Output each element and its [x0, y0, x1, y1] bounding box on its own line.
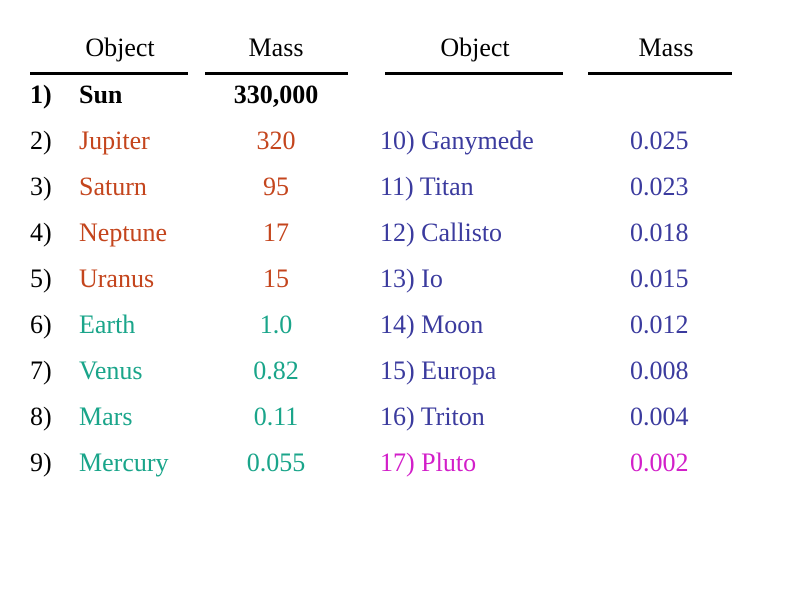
mass: 0.004 — [630, 402, 689, 431]
object-name: Sun — [79, 80, 123, 109]
object-name: 11) Titan — [380, 172, 474, 201]
rank: 1) — [30, 80, 52, 109]
header-rule — [588, 72, 732, 75]
rank: 3) — [30, 172, 52, 201]
column-header: Mass — [248, 33, 304, 62]
mass: 0.008 — [630, 356, 689, 385]
object-name: 15) Europa — [380, 356, 497, 385]
mass: 17 — [263, 218, 289, 247]
rank: 4) — [30, 218, 52, 247]
object-name: 16) Triton — [380, 402, 485, 431]
header-rule — [205, 72, 348, 75]
object-name: Venus — [79, 356, 143, 385]
mass: 15 — [263, 264, 289, 293]
header-rule — [385, 72, 563, 75]
mass: 0.002 — [630, 448, 689, 477]
object-name: 13) Io — [380, 264, 443, 293]
column-header: Mass — [638, 33, 694, 62]
mass: 0.015 — [630, 264, 689, 293]
object-name: 12) Callisto — [380, 218, 503, 247]
rank: 8) — [30, 402, 52, 431]
rank: 9) — [30, 448, 52, 477]
object-name: 10) Ganymede — [380, 126, 534, 155]
mass: 95 — [263, 172, 289, 201]
object-name: Earth — [79, 310, 136, 339]
object-name: Mars — [79, 402, 133, 431]
header-rule — [30, 72, 188, 75]
rank: 7) — [30, 356, 52, 385]
object-name: Mercury — [79, 448, 169, 477]
object-name: Neptune — [79, 218, 168, 247]
object-name: 14) Moon — [380, 310, 484, 339]
rank: 2) — [30, 126, 52, 155]
rank: 6) — [30, 310, 52, 339]
mass: 0.012 — [630, 310, 689, 339]
object-name: Uranus — [79, 264, 155, 293]
column-header: Object — [85, 33, 155, 62]
rank: 5) — [30, 264, 52, 293]
mass: 0.025 — [630, 126, 689, 155]
mass: 0.023 — [630, 172, 689, 201]
mass: 0.055 — [246, 448, 306, 477]
mass: 320 — [256, 126, 296, 155]
mass: 0.018 — [630, 218, 689, 247]
object-name: Saturn — [79, 172, 147, 201]
mass: 330,000 — [233, 80, 319, 109]
mass: 0.82 — [253, 356, 299, 385]
column-header: Object — [440, 33, 510, 62]
object-name: Jupiter — [79, 126, 150, 155]
mass: 1.0 — [259, 310, 293, 339]
object-name: 17) Pluto — [380, 448, 477, 477]
mass: 0.11 — [253, 402, 299, 431]
